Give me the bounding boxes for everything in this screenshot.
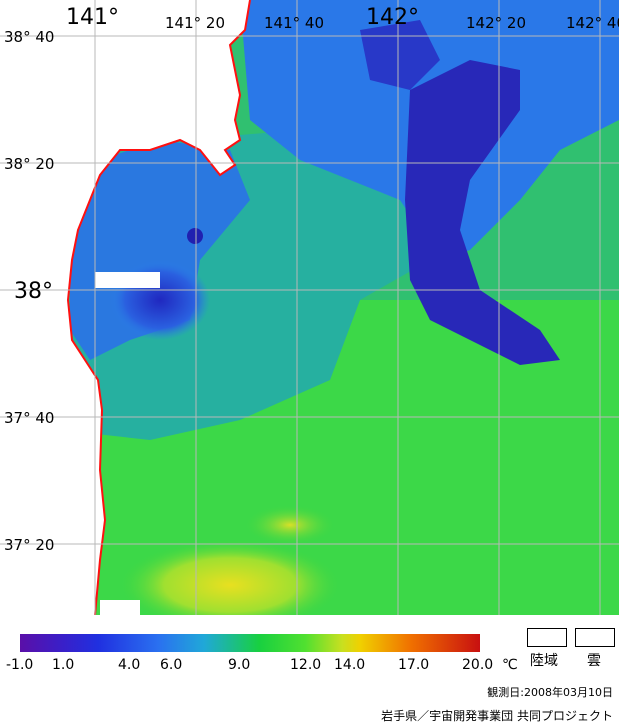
lon-label-142: 142°: [366, 5, 419, 30]
lon-label-141-20: 141° 20: [165, 14, 225, 32]
temperature-colorbar: [20, 634, 480, 652]
lat-label-37-40: 37° 40: [4, 409, 54, 427]
colorbar-tick: 6.0: [160, 657, 183, 673]
warm-patch-mid: [245, 505, 335, 545]
colorbar-tick: 14.0: [334, 657, 366, 673]
lat-label-38: 38°: [14, 279, 53, 304]
cloud-gap-south: [100, 600, 140, 615]
colorbar-unit: ℃: [502, 657, 518, 673]
lat-label-38-40: 38° 40: [4, 28, 54, 46]
cloud-gap-38n: [95, 272, 160, 288]
lon-label-142-20: 142° 20: [466, 14, 526, 32]
land-legend-swatch: [527, 628, 567, 647]
lat-lon-grid: [0, 0, 619, 615]
cold-tongue: [405, 60, 560, 365]
lat-label-37-20: 37° 20: [4, 536, 54, 554]
lon-label-142-40: 142° 40: [566, 14, 619, 32]
land-area: [0, 0, 250, 615]
coastline: [66, 0, 251, 615]
lon-label-141: 141°: [66, 5, 119, 30]
colorbar-tick: 1.0: [52, 657, 75, 673]
cloud-legend-label: 雲: [587, 653, 601, 669]
colorbar-tick: -1.0: [6, 657, 34, 673]
lon-label-141-40: 141° 40: [264, 14, 324, 32]
colorbar-tick: 4.0: [118, 657, 141, 673]
cloud-legend-swatch: [575, 628, 615, 647]
warm-patch-south: [120, 540, 340, 615]
colorbar-tick: 20.0: [462, 657, 494, 673]
cold-patch-ne: [360, 20, 440, 90]
observation-date: 観測日:2008年03月10日: [487, 686, 613, 699]
colorbar-tick: 17.0: [398, 657, 430, 673]
land-legend-label: 陸域: [530, 653, 558, 669]
colorbar-tick: 12.0: [290, 657, 322, 673]
sst-map: 141° 141° 20 141° 40 142° 142° 20 142° 4…: [0, 0, 619, 615]
cold-eddy-dot: [187, 228, 203, 244]
lat-label-38-20: 38° 20: [4, 155, 54, 173]
colorbar-tick: 9.0: [228, 657, 251, 673]
credit-text: 岩手県／宇宙開発事業団 共同プロジェクト: [381, 709, 613, 723]
